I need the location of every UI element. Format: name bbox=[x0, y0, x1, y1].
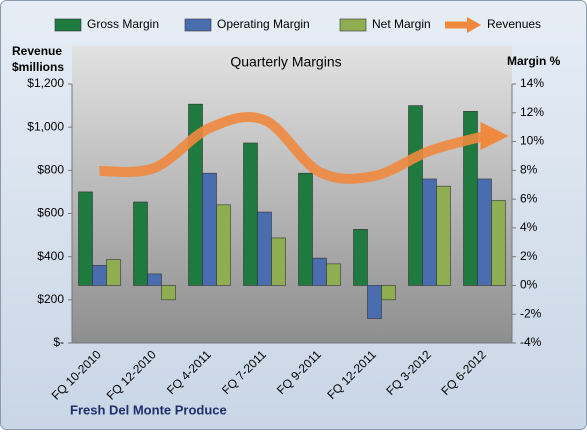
legend-label: Revenues bbox=[487, 17, 541, 31]
bar bbox=[216, 204, 231, 286]
bar bbox=[298, 172, 313, 286]
y2-tick-label: 12% bbox=[520, 105, 544, 119]
bar bbox=[271, 237, 286, 286]
y2-tick-label: -2% bbox=[520, 306, 542, 320]
y2-axis-label: Margin % bbox=[507, 54, 561, 68]
y2-tick-label: 10% bbox=[520, 134, 544, 148]
y2-tick-label: 0% bbox=[520, 278, 538, 292]
y-tick-label: $1,000 bbox=[27, 119, 64, 133]
bar bbox=[133, 201, 148, 286]
bar bbox=[312, 257, 327, 286]
legend-marker bbox=[339, 18, 367, 32]
y-tick-label: $400 bbox=[37, 249, 64, 263]
footer: Fresh Del Monte Produce bbox=[70, 402, 227, 417]
legend-label: Gross Margin bbox=[87, 17, 159, 31]
y2-tick-label: 2% bbox=[520, 249, 538, 263]
line bbox=[99, 112, 486, 184]
y-tick-label: $1,200 bbox=[27, 76, 64, 90]
legend-marker bbox=[54, 18, 82, 32]
bar bbox=[257, 211, 272, 286]
legend-label: Operating Margin bbox=[217, 17, 310, 31]
legend-label: Net Margin bbox=[372, 17, 431, 31]
legend-marker bbox=[467, 17, 481, 33]
bar bbox=[422, 178, 437, 286]
bar bbox=[243, 142, 258, 286]
y-tick-label: $200 bbox=[37, 292, 64, 306]
y-tick-label: $800 bbox=[37, 163, 64, 177]
y2-tick-label: 6% bbox=[520, 191, 538, 205]
y2-tick-label: 4% bbox=[520, 220, 538, 234]
bar bbox=[78, 191, 93, 286]
y-tick-label: $- bbox=[53, 335, 64, 349]
y2-tick-label: 8% bbox=[520, 163, 538, 177]
y-axis-label: $millions bbox=[12, 60, 64, 74]
bar bbox=[326, 263, 341, 286]
bar bbox=[436, 185, 451, 286]
legend-marker bbox=[184, 18, 212, 32]
bar bbox=[161, 285, 176, 301]
y2-tick-label: -4% bbox=[520, 335, 542, 349]
chart-title: Quarterly Margins bbox=[230, 54, 341, 70]
bar bbox=[381, 285, 396, 301]
y-axis-label: Revenue bbox=[12, 44, 62, 58]
bar bbox=[491, 200, 506, 286]
bar bbox=[106, 259, 121, 286]
y2-tick-label: 14% bbox=[520, 76, 544, 90]
line-arrow bbox=[480, 122, 509, 151]
bar bbox=[477, 178, 492, 286]
bar bbox=[92, 264, 107, 286]
bar bbox=[147, 273, 162, 286]
bar bbox=[408, 105, 423, 286]
bar bbox=[353, 229, 368, 286]
bar bbox=[202, 172, 217, 286]
y-tick-label: $600 bbox=[37, 206, 64, 220]
bar bbox=[367, 285, 382, 319]
